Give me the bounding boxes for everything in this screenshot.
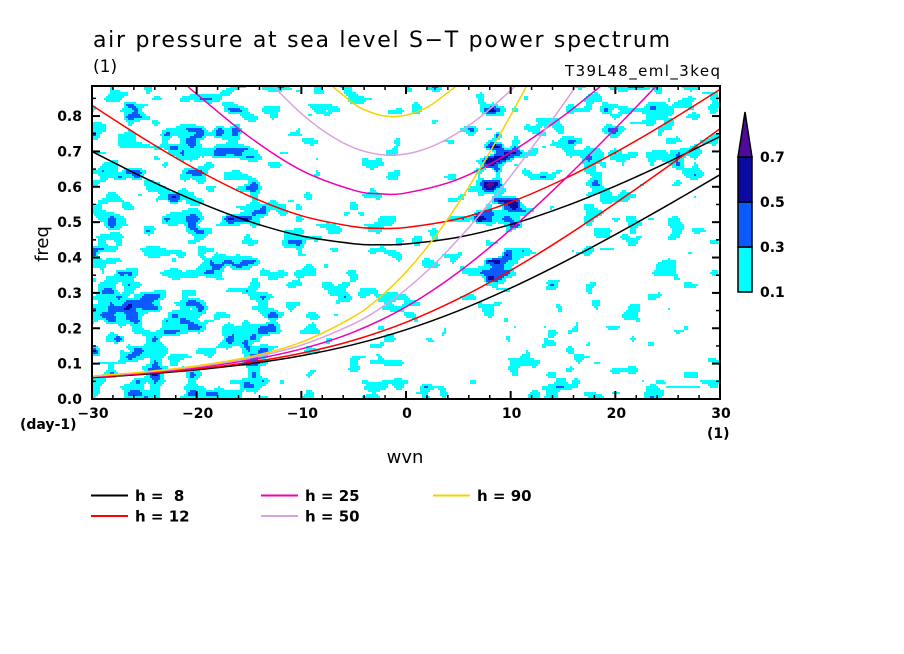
legend-label: h = 8 xyxy=(135,487,184,505)
y-tick-label: 0.6 xyxy=(57,180,82,196)
plot-frame xyxy=(91,85,721,400)
legend-label: h = 90 xyxy=(477,487,532,505)
y-tick-labels: 0.0 0.1 0.2 0.3 0.4 0.5 0.6 0.7 0.8 xyxy=(57,109,82,408)
chart-title: air pressure at sea level S−T power spec… xyxy=(93,28,670,53)
colorbar-segment-0.1-0.3 xyxy=(737,246,753,293)
x-tick-label: 0 xyxy=(402,406,412,422)
y-tick-label: 0.2 xyxy=(57,321,82,337)
x-tick-label: −10 xyxy=(287,406,318,422)
legend-label: h = 50 xyxy=(305,508,360,526)
dispersion-curve-h8-lower xyxy=(92,174,720,379)
colorbar-segment-0.5-0.7 xyxy=(737,156,753,203)
y-tick-label: 0.8 xyxy=(57,109,82,125)
x-tick-label: −20 xyxy=(182,406,213,422)
y-tick-label: 0.0 xyxy=(57,392,82,408)
contour-field xyxy=(92,86,720,399)
x-tick-label: −30 xyxy=(77,406,108,422)
y-unit-label: (day-1) xyxy=(20,417,77,433)
colorbar-label: 0.7 xyxy=(760,150,785,166)
axis-ticks xyxy=(91,86,721,400)
x-tick-labels: −30 −20 −10 0 10 20 30 xyxy=(77,406,731,422)
chart-subtitle-left: (1) xyxy=(93,57,117,77)
legend-item-h25: h = 25 xyxy=(261,487,360,505)
x-tick-label: 30 xyxy=(711,406,731,422)
colorbar-label: 0.3 xyxy=(760,240,785,256)
dispersion-curve-h12-lower xyxy=(92,128,720,378)
legend-label: h = 25 xyxy=(305,487,360,505)
y-tick-label: 0.5 xyxy=(57,215,82,231)
y-tick-label: 0.1 xyxy=(57,357,82,373)
chart-subtitle-right: T39L48_eml_3keq xyxy=(564,62,720,81)
legend-item-h12: h = 12 xyxy=(91,508,190,526)
dispersion-curve-h50-upper xyxy=(272,86,516,156)
dispersion-curve-h25-upper xyxy=(186,86,602,196)
y-tick-label: 0.7 xyxy=(57,144,82,160)
x-tick-label: 10 xyxy=(502,406,522,422)
legend-item-h90: h = 90 xyxy=(433,487,532,505)
y-tick-label: 0.4 xyxy=(57,251,82,267)
dispersion-curve-h50-lower xyxy=(92,86,577,378)
dispersion-curve-h8-upper xyxy=(92,135,720,246)
legend-item-h8: h = 8 xyxy=(91,487,184,505)
colorbar-extend-max-triangle xyxy=(737,111,753,158)
legend-item-h50: h = 50 xyxy=(261,508,360,526)
colorbar-label: 0.1 xyxy=(760,285,785,301)
x-tick-label: 20 xyxy=(607,406,627,422)
dispersion-curve-h12-upper xyxy=(92,88,720,230)
dispersion-curve-h25-lower xyxy=(92,86,657,378)
y-axis-label: freq xyxy=(32,226,53,262)
dispersion-curves xyxy=(92,86,720,379)
x-axis-label: wvn xyxy=(387,447,424,468)
legend: h = 8 h = 12 h = 25 h = 50 h = 90 xyxy=(91,487,532,526)
colorbar-segment-0.3-0.5 xyxy=(737,201,753,248)
colorbar: 0.1 0.3 0.5 0.7 xyxy=(737,111,785,301)
x-unit-label: (1) xyxy=(707,426,730,442)
dispersion-curve-h90-lower xyxy=(92,86,528,377)
dispersion-curve-h90-upper xyxy=(331,86,457,118)
y-tick-label: 0.3 xyxy=(57,286,82,302)
legend-label: h = 12 xyxy=(135,508,190,526)
colorbar-label: 0.5 xyxy=(760,195,785,211)
